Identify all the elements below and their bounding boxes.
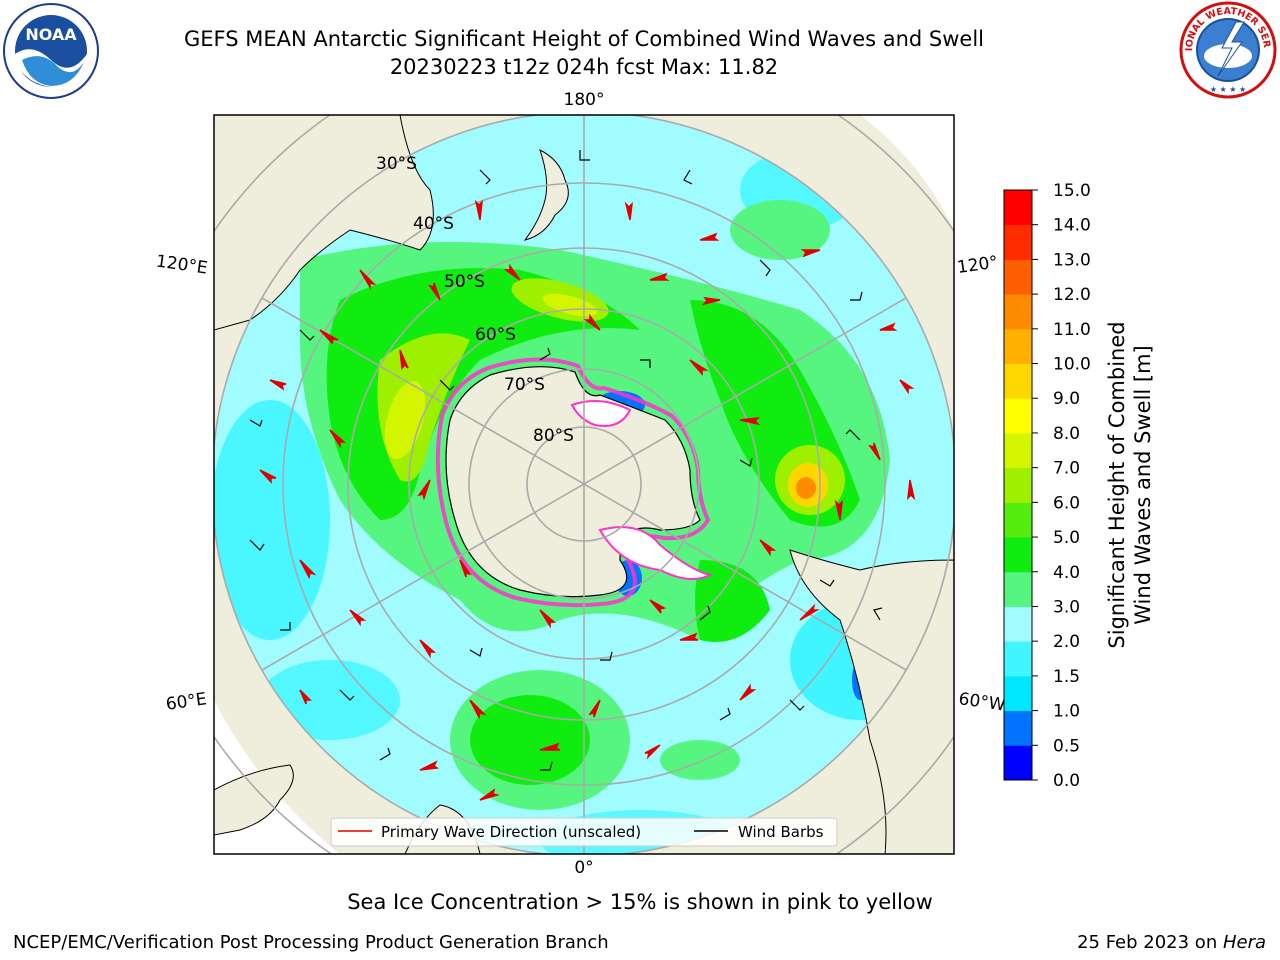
colorbar-segment [1004,606,1032,642]
map-subtitle: 20230223 t12z 024h fcst Max: 11.82 [389,55,779,79]
colorbar-tick-label: 3.0 [1053,597,1080,617]
colorbar-tick-label: 0.5 [1053,736,1080,756]
colorbar-frame [1003,189,1033,781]
colorbar-tick-label: 0.0 [1053,771,1080,791]
colorbar-tick-label: 9.0 [1053,389,1080,409]
nws-logo: NATIONAL WEATHER SERVICE ★ ★ ★ ★ [1178,0,1277,99]
colorbar-tick-label: 11.0 [1053,320,1091,340]
svg-text:★ ★ ★ ★: ★ ★ ★ ★ [1210,85,1246,94]
colorbar-segment [1004,710,1032,746]
colorbar: 0.0 0.5 1.0 1.5 2.0 3.0 4.0 5.0 6.0 7.0 8.0 9.0 10.0… [1003,181,1091,791]
colorbar-tick-label: 12.0 [1053,285,1091,305]
noaa-logo-text: NOAA [25,25,77,44]
colorbar-segment [1004,745,1032,781]
colorbar-segment [1004,467,1032,503]
noaa-logo: NOAA [3,3,99,99]
footer-host: Hera [1222,932,1266,953]
map-legend: Primary Wave Direction (unscaled) Wind B… [330,817,838,847]
map-frame [213,114,955,855]
colorbar-tick-label: 1.5 [1053,667,1080,687]
colorbar-tick-label: 8.0 [1053,424,1080,444]
colorbar-tick-label: 4.0 [1053,563,1080,583]
footer-credit: NCEP/EMC/Verification Post Processing Pr… [13,932,609,953]
colorbar-segment [1004,259,1032,295]
colorbar-tick-label: 6.0 [1053,493,1080,513]
lon-label-120w: 120° [956,252,999,278]
south-america-land [789,549,954,854]
australia-land [214,115,434,331]
sea-ice-note: Sea Ice Concentration > 15% is shown in … [347,890,933,914]
footer-date-text: 25 Feb 2023 on [1077,932,1223,953]
lon-label-0: 0° [574,858,593,878]
wind-barbs [249,150,883,771]
lat-label-80: 80°S [533,426,574,446]
lon-label-60e: 60°E [165,689,208,714]
colorbar-tick-label: 1.0 [1053,702,1080,722]
africa-land [214,764,294,836]
colorbar-segment [1004,190,1032,226]
wave-direction-arrows [259,199,916,801]
antarctica-land [445,366,701,598]
lon-label-120e: 120°E [155,252,209,279]
colorbar-tick-label: 13.0 [1053,250,1091,270]
lon-label-60w: 60°W [957,689,1006,715]
colorbar-tick-label: 2.0 [1053,632,1080,652]
colorbar-tick-label: 7.0 [1053,459,1080,479]
colorbar-segment [1004,398,1032,434]
colorbar-segment [1004,432,1032,469]
colorbar-segment [1004,294,1032,330]
lat-label-50: 50°S [444,272,485,292]
colorbar-segment [1004,675,1032,712]
lat-label-60: 60°S [475,325,516,345]
colorbar-segment [1004,224,1032,260]
legend-wind-label: Wind Barbs [738,823,824,841]
colorbar-tick-label: 10.0 [1053,355,1091,375]
map-title: GEFS MEAN Antarctic Significant Height o… [183,27,985,51]
lon-label-180: 180° [564,90,605,110]
colorbar-segment [1004,537,1032,573]
lat-label-40: 40°S [413,214,454,234]
colorbar-segment [1004,571,1032,607]
legend-wave-label: Primary Wave Direction (unscaled) [381,823,641,841]
lat-label-70: 70°S [504,375,545,395]
colorbar-segment [1004,363,1032,399]
colorbar-tick-label: 15.0 [1053,181,1091,201]
footer-date: 25 Feb 2023 on Hera [1077,932,1266,953]
colorbar-tick-label: 5.0 [1053,528,1080,548]
lat-label-30: 30°S [376,154,417,174]
colorbar-tick-label: 14.0 [1053,216,1091,236]
colorbar-label-line1: Significant Height of Combined [1105,321,1129,648]
new-zealand-land [523,149,569,241]
colorbar-segment [1004,502,1032,538]
colorbar-segment [1004,328,1032,365]
colorbar-label-line2: Wind Waves and Swell [m] [1131,345,1155,625]
colorbar-segment [1004,641,1032,677]
graticule [214,115,954,854]
